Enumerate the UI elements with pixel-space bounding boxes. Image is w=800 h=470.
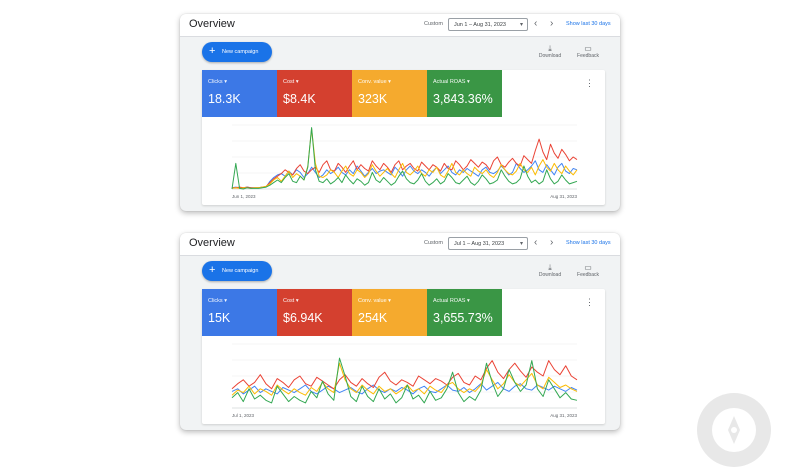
show-last-30-days-link[interactable]: Show last 30 days [566,21,611,27]
date-range-type-label: Custom [424,21,443,27]
metric-tile-clicks[interactable]: Clicks ▾ 15K [202,289,277,336]
date-range-text: Jun 1 – Aug 31, 2023 [454,22,506,28]
metric-value-cost: $8.4K [283,92,316,106]
download-icon: ⤓ [548,44,552,53]
feedback-label: Feedback [577,53,599,59]
more-vert-icon[interactable]: ⋮ [585,297,594,307]
overview-header: Overview Custom Jun 1 – Aug 31, 2023 ▾ ‹… [180,14,620,37]
chevron-right-icon[interactable]: › [550,237,554,248]
metric-label-roas: Actual ROAS [433,298,466,304]
overview-header: Overview Custom Jul 1 – Aug 31, 2023 ▾ ‹… [180,233,620,256]
x-axis-end-label: Aug 31, 2023 [550,194,577,199]
metric-label-conv-value: Conv. value [358,298,387,304]
new-campaign-button[interactable]: + New campaign [202,261,272,281]
feedback-icon: ▭ [584,263,592,272]
more-vert-icon[interactable]: ⋮ [585,78,594,88]
metric-tile-conv-value[interactable]: Conv. value ▾ 323K [352,70,427,117]
new-campaign-label: New campaign [222,49,259,55]
date-range-type-label: Custom [424,240,443,246]
caret-down-icon: ▾ [295,79,299,85]
metric-label-roas: Actual ROAS [433,79,466,85]
caret-down-icon: ▾ [224,298,227,304]
caret-down-icon: ▾ [224,79,227,85]
line-chart [231,343,578,409]
metric-value-conv-value: 254K [358,311,388,325]
series-line-roas [231,357,578,404]
plus-icon: + [209,264,216,276]
overview-panel-jul: Overview Custom Jul 1 – Aug 31, 2023 ▾ ‹… [180,233,620,430]
page-title: Overview [189,18,235,30]
series-line-conv-value [231,128,578,189]
metric-tile-cost[interactable]: Cost ▾ $6.94K [277,289,352,336]
performance-card: Clicks ▾ 15K Cost ▾ $6.94K Conv. value ▾… [202,289,605,424]
date-range-picker[interactable]: Jul 1 – Aug 31, 2023 ▾ [448,237,528,250]
feedback-button[interactable]: ▭ Feedback [573,263,603,278]
series-line-roas [231,127,578,190]
feedback-icon: ▭ [584,44,592,53]
keepers-watermark-logo [697,393,771,467]
caret-down-icon: ▾ [519,241,523,247]
performance-card: Clicks ▾ 18.3K Cost ▾ $8.4K Conv. value … [202,70,605,205]
series-line-cost [232,138,578,189]
metric-label-conv-value: Conv. value [358,79,387,85]
metric-tile-conv-value[interactable]: Conv. value ▾ 254K [352,289,427,336]
x-axis-start-label: Jul 1, 2023 [232,413,255,418]
caret-down-icon: ▾ [388,298,391,304]
page-title: Overview [189,237,235,249]
download-icon: ⤓ [548,263,552,272]
metric-label-cost: Cost [283,298,295,304]
overview-panel-jun: Overview Custom Jun 1 – Aug 31, 2023 ▾ ‹… [180,14,620,211]
caret-down-icon: ▾ [466,298,470,304]
feedback-button[interactable]: ▭ Feedback [573,44,603,59]
performance-chart: Jun 1, 2023 Aug 31, 2023 [202,117,605,205]
new-campaign-button[interactable]: + New campaign [202,42,272,62]
x-axis-end-label: Aug 31, 2023 [550,413,577,418]
new-campaign-label: New campaign [222,268,259,274]
download-label: Download [538,53,562,59]
download-button[interactable]: ⤓ Download [535,44,565,59]
metric-tile-roas[interactable]: Actual ROAS ▾ 3,843.36% [427,70,502,117]
metric-tile-cost[interactable]: Cost ▾ $8.4K [277,70,352,117]
date-range-text: Jul 1 – Aug 31, 2023 [454,241,505,247]
download-label: Download [538,272,562,278]
metric-tile-roas[interactable]: Actual ROAS ▾ 3,655.73% [427,289,502,336]
caret-down-icon: ▾ [519,22,523,28]
show-last-30-days-link[interactable]: Show last 30 days [566,240,611,246]
date-range-picker[interactable]: Jun 1 – Aug 31, 2023 ▾ [448,18,528,31]
metric-label-cost: Cost [283,79,295,85]
caret-down-icon: ▾ [466,79,470,85]
chevron-left-icon[interactable]: ‹ [534,18,538,29]
feedback-label: Feedback [577,272,599,278]
chevron-left-icon[interactable]: ‹ [534,237,538,248]
metric-value-clicks: 18.3K [208,92,241,106]
plus-icon: + [209,45,216,57]
caret-down-icon: ▾ [388,79,391,85]
performance-chart: Jul 1, 2023 Aug 31, 2023 [202,336,605,424]
series-line-conv-value [231,362,578,396]
download-button[interactable]: ⤓ Download [535,263,565,278]
caret-down-icon: ▾ [295,298,299,304]
metric-value-clicks: 15K [208,311,231,325]
metric-tile-clicks[interactable]: Clicks ▾ 18.3K [202,70,277,117]
metric-label-clicks: Clicks [208,79,223,85]
metric-value-cost: $6.94K [283,311,323,325]
metric-value-conv-value: 323K [358,92,388,106]
chevron-right-icon[interactable]: › [550,18,554,29]
metric-value-roas: 3,843.36% [433,92,493,106]
x-axis-start-label: Jun 1, 2023 [232,194,256,199]
series-line-cost [231,360,578,390]
metric-value-roas: 3,655.73% [433,311,493,325]
series-line-clicks [231,381,578,395]
metric-label-clicks: Clicks [208,298,223,304]
line-chart [231,124,578,190]
